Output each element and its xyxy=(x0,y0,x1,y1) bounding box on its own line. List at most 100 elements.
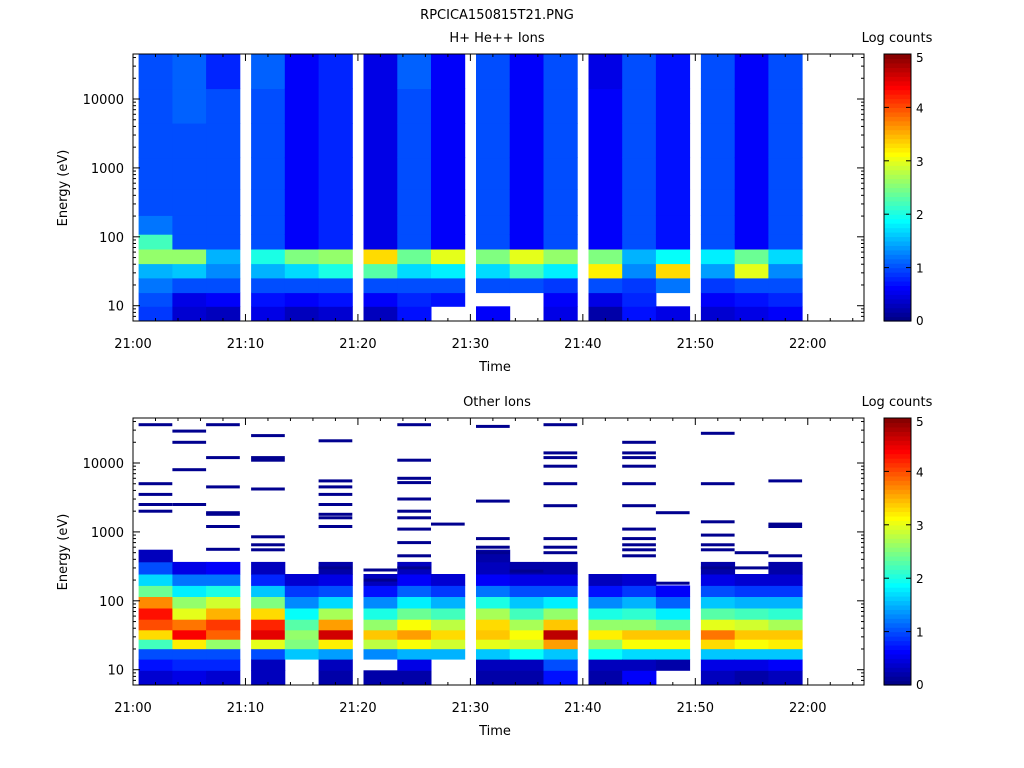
count-line xyxy=(397,527,431,531)
heatmap-cell xyxy=(543,292,578,307)
count-line xyxy=(397,509,431,513)
heatmap-cell xyxy=(318,277,353,294)
count-line xyxy=(543,545,578,549)
figure-title: RPCICA150815T21.PNG xyxy=(420,8,574,23)
heatmap-cell xyxy=(655,629,691,640)
heatmap-cell xyxy=(476,234,511,250)
count-line xyxy=(543,423,578,427)
colorbar-swatch xyxy=(884,272,911,278)
heatmap-cell xyxy=(543,215,578,235)
count-line xyxy=(476,551,510,555)
heatmap-cell xyxy=(768,88,803,124)
plot-frame xyxy=(132,417,865,686)
heatmap-cell xyxy=(284,585,319,597)
count-line xyxy=(318,485,353,489)
colorbar-swatch xyxy=(884,547,911,553)
count-line xyxy=(622,504,656,508)
count-line xyxy=(476,537,510,541)
heatmap-cell xyxy=(655,608,691,620)
heatmap-cell xyxy=(543,249,578,265)
colorbar-swatch xyxy=(884,462,911,468)
heatmap-cell xyxy=(206,648,241,660)
heatmap-cell xyxy=(655,88,691,124)
heatmap-cell xyxy=(655,157,691,190)
colorbar-frame xyxy=(883,53,912,322)
heatmap-cell xyxy=(172,189,207,216)
colorbar-swatch xyxy=(884,205,911,211)
count-line xyxy=(206,547,240,551)
colorbar-swatch xyxy=(884,160,911,166)
y-tick-label: 10000 xyxy=(83,93,124,108)
heatmap-cell xyxy=(431,596,466,609)
count-line xyxy=(251,456,285,460)
heatmap-cell xyxy=(251,608,286,620)
heatmap-cell xyxy=(363,585,398,597)
heatmap-cell xyxy=(768,585,803,597)
heatmap-cell xyxy=(431,249,466,265)
x-tick-label: 21:20 xyxy=(339,701,376,716)
heatmap-cell xyxy=(138,306,173,322)
heatmap-cell xyxy=(543,306,578,322)
heatmap-cell xyxy=(138,249,173,265)
sparse-lines xyxy=(138,423,803,585)
colorbar-tick-label: 2 xyxy=(916,208,924,222)
heatmap-cell xyxy=(138,629,173,640)
heatmap-cell xyxy=(284,596,319,609)
panel-title: Other Ions xyxy=(463,395,531,410)
heatmap-cell xyxy=(206,608,241,620)
count-line xyxy=(622,527,656,531)
heatmap-cell xyxy=(431,629,466,640)
heatmap-cell xyxy=(768,234,803,250)
colorbar-swatch xyxy=(884,453,911,459)
count-line xyxy=(172,503,207,506)
heatmap-cell xyxy=(206,215,241,235)
colorbar-swatch xyxy=(884,458,911,464)
heatmap-cell xyxy=(431,608,466,620)
heatmap-cell xyxy=(476,189,511,216)
colorbar-swatch xyxy=(884,89,911,95)
colorbar-swatch xyxy=(884,578,911,584)
heatmap-cell xyxy=(509,585,544,597)
heatmap-cell xyxy=(251,659,286,671)
count-line xyxy=(397,481,431,485)
colorbar-swatch xyxy=(884,285,911,291)
heatmap-cell xyxy=(206,234,241,250)
x-tick-label: 21:40 xyxy=(564,337,601,352)
heatmap-cell xyxy=(476,619,511,631)
heatmap-cell xyxy=(363,292,398,307)
heatmap-cell xyxy=(397,88,432,124)
heatmap-cell xyxy=(476,215,511,235)
heatmap-cell xyxy=(768,629,803,640)
heatmap-cell xyxy=(655,54,691,90)
heatmap-cell xyxy=(284,157,319,190)
heatmap-cell xyxy=(588,639,623,650)
heatmap-cell xyxy=(284,263,319,279)
heatmap-cell xyxy=(251,157,286,190)
heatmap-cell xyxy=(138,648,173,660)
colorbar-swatch xyxy=(884,116,911,122)
colorbar-swatch xyxy=(884,102,911,108)
heatmap-cell xyxy=(318,629,353,640)
colorbar-swatch xyxy=(884,147,911,153)
heatmap-cell xyxy=(431,88,466,124)
heatmap-cell xyxy=(138,123,173,159)
heatmap-cell xyxy=(622,648,657,660)
colorbar-swatch xyxy=(884,609,911,615)
heatmap-cell xyxy=(543,619,578,631)
heatmap-cell xyxy=(588,629,623,640)
colorbar-swatch xyxy=(884,551,911,557)
colorbar-swatch xyxy=(884,58,911,64)
heatmap-cell xyxy=(284,648,319,660)
heatmap-cell xyxy=(734,215,769,235)
y-axis-label: Energy (eV) xyxy=(56,150,71,227)
heatmap-cell xyxy=(509,639,544,650)
heatmap-cell xyxy=(138,234,173,250)
heatmap-cell xyxy=(476,157,511,190)
heatmap-cell xyxy=(588,659,623,671)
count-line xyxy=(397,497,431,501)
colorbar-swatch xyxy=(884,280,911,286)
heatmap-cell xyxy=(588,88,623,124)
heatmap-cell xyxy=(284,306,319,322)
heatmap-cell xyxy=(397,639,432,650)
heatmap-cell xyxy=(476,670,511,686)
